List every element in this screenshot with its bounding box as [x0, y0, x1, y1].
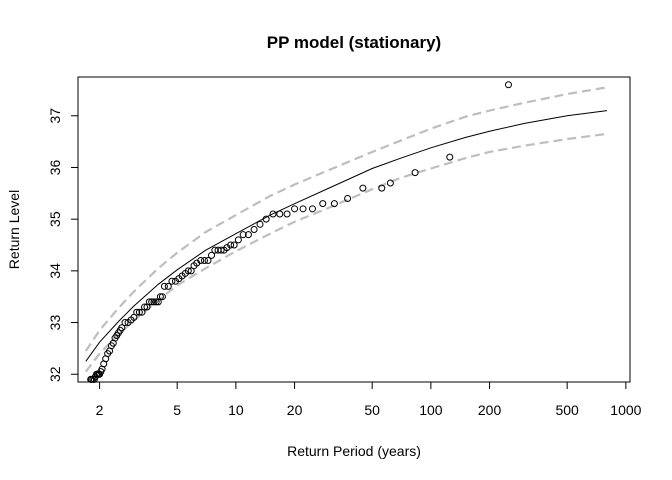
observed-point [141, 303, 149, 311]
observed-point [262, 215, 270, 223]
observed-point [135, 308, 143, 316]
observed-point [234, 236, 242, 244]
observed-point [168, 277, 176, 285]
y-tick-label: 34 [47, 263, 63, 279]
observed-point [148, 298, 156, 306]
observed-points [87, 81, 512, 383]
x-tick-label: 20 [287, 402, 303, 418]
observed-point [156, 293, 164, 301]
observed-point [187, 267, 195, 275]
x-tick-label: 100 [419, 402, 443, 418]
plot-frame [77, 76, 631, 383]
x-tick-label: 200 [478, 402, 502, 418]
x-tick-label: 10 [228, 402, 244, 418]
chart-title: PP model (stationary) [267, 33, 441, 52]
x-tick-label: 500 [555, 402, 579, 418]
observed-point [299, 205, 307, 213]
observed-point [330, 200, 338, 208]
y-tick-label: 36 [47, 159, 63, 175]
observed-point [446, 153, 454, 161]
observed-point [378, 184, 386, 192]
observed-point [217, 246, 225, 254]
observed-point [118, 324, 126, 332]
x-axis-label: Return Period (years) [287, 443, 421, 459]
observed-point [386, 179, 394, 187]
observed-point [133, 308, 141, 316]
ci-upper-line [84, 86, 608, 352]
x-tick-label: 1000 [610, 402, 641, 418]
observed-point [319, 200, 327, 208]
observed-point [184, 267, 192, 275]
observed-point [152, 298, 160, 306]
x-tick-label: 50 [364, 402, 380, 418]
observed-point [164, 282, 172, 290]
y-tick-label: 35 [47, 211, 63, 227]
y-tick-label: 37 [47, 108, 63, 124]
observed-point [359, 184, 367, 192]
observed-point [230, 241, 238, 249]
y-tick-label: 32 [47, 366, 63, 382]
observed-point [227, 241, 235, 249]
fit-line [85, 110, 608, 362]
observed-point [130, 313, 138, 321]
observed-point [150, 298, 158, 306]
fitted-curve [85, 110, 608, 362]
observed-point [208, 251, 216, 259]
observed-point [283, 210, 291, 218]
observed-point [291, 205, 299, 213]
observed-point [239, 231, 247, 239]
observed-point [308, 205, 316, 213]
observed-point [197, 257, 205, 265]
observed-point [145, 298, 153, 306]
observed-point [276, 210, 284, 218]
y-axis-label: Return Level [6, 190, 22, 269]
observed-point [244, 231, 252, 239]
observed-point [204, 257, 212, 265]
observed-point [200, 257, 208, 265]
observed-point [269, 210, 277, 218]
y-axis: 32 33 34 35 36 37 [47, 108, 78, 382]
x-tick-label: 2 [96, 402, 104, 418]
observed-point [256, 220, 264, 228]
observed-point [411, 169, 419, 177]
x-tick-label: 5 [173, 402, 181, 418]
observed-point [344, 194, 352, 202]
observed-point [250, 226, 258, 233]
observed-point [504, 81, 512, 89]
ci-lower-line [84, 132, 608, 373]
confidence-bands [84, 86, 608, 373]
x-axis: 2 5 10 20 50 100 200 500 1000 [96, 381, 642, 418]
y-tick-label: 33 [47, 315, 63, 331]
observed-point [158, 293, 166, 301]
observed-point [160, 282, 168, 290]
observed-point [121, 319, 129, 327]
